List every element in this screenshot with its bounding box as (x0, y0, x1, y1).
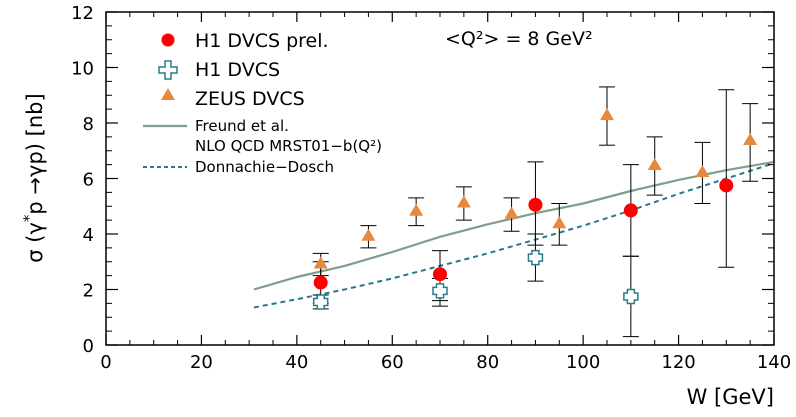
legend-marker-zeus (161, 88, 175, 100)
zeus-point (409, 203, 424, 216)
markers-layer (312, 108, 758, 310)
x-tick-label: 20 (190, 352, 213, 373)
h1-point (527, 249, 544, 266)
zeus-point (695, 164, 710, 177)
y-tick-label: 10 (71, 59, 94, 80)
zeus-point (743, 133, 758, 146)
legend: H1 DVCS prel. H1 DVCS ZEUS DVCS Freund e… (143, 30, 382, 176)
h1-point (312, 294, 329, 310)
legend-label-freund-2: NLO QCD MRST01−b(Q²) (195, 137, 382, 155)
x-tick-label: 0 (100, 352, 111, 373)
legend-label-zeus: ZEUS DVCS (195, 88, 305, 110)
h1-prel-point (623, 203, 638, 218)
donnachie-dosch-curve (253, 162, 775, 309)
y-tick-label: 2 (83, 281, 94, 302)
x-axis-title: W [GeV] (687, 385, 774, 409)
x-tick-label: 60 (381, 352, 404, 373)
x-tick-label: 140 (757, 352, 791, 373)
legend-label-h1-prel: H1 DVCS prel. (195, 30, 329, 52)
h1-prel-point (719, 178, 734, 193)
h1-prel-point (528, 197, 543, 212)
h1-prel-point (313, 275, 328, 290)
zeus-point (647, 158, 662, 171)
legend-label-h1: H1 DVCS (195, 59, 280, 81)
y-tick-label: 0 (83, 336, 94, 357)
y-tick-label: 8 (83, 114, 94, 135)
zeus-point (361, 228, 376, 241)
x-tick-label: 80 (476, 352, 499, 373)
y-tick-label: 12 (71, 3, 94, 24)
legend-label-freund: Freund et al. (195, 117, 289, 135)
h1-prel-point (433, 267, 447, 282)
y-tick-label: 6 (83, 170, 94, 191)
x-tick-label: 100 (566, 352, 600, 373)
legend-label-dd: Donnachie−Dosch (195, 158, 334, 176)
curves-layer (253, 160, 775, 309)
y-tick-label: 4 (83, 225, 94, 246)
zeus-point (600, 108, 614, 121)
y-axis-title: σ (γ*p →γp) [nb] (20, 93, 47, 262)
x-tick-label: 40 (285, 352, 308, 373)
zeus-point (552, 216, 567, 229)
ticks-layer: 0 20 40 60 80 100 120 140 0 2 4 6 8 10 12 (71, 3, 791, 373)
x-tick-label: 120 (661, 352, 695, 373)
zeus-point (504, 206, 519, 219)
legend-marker-h1 (158, 60, 178, 80)
zeus-point (313, 256, 328, 269)
freund-curve (253, 160, 775, 291)
zeus-point (456, 195, 471, 208)
h1-point (623, 288, 639, 305)
legend-marker-h1-prel (161, 33, 175, 47)
q2-annotation: <Q²> = 8 GeV² (445, 28, 593, 50)
h1-point (432, 283, 448, 299)
